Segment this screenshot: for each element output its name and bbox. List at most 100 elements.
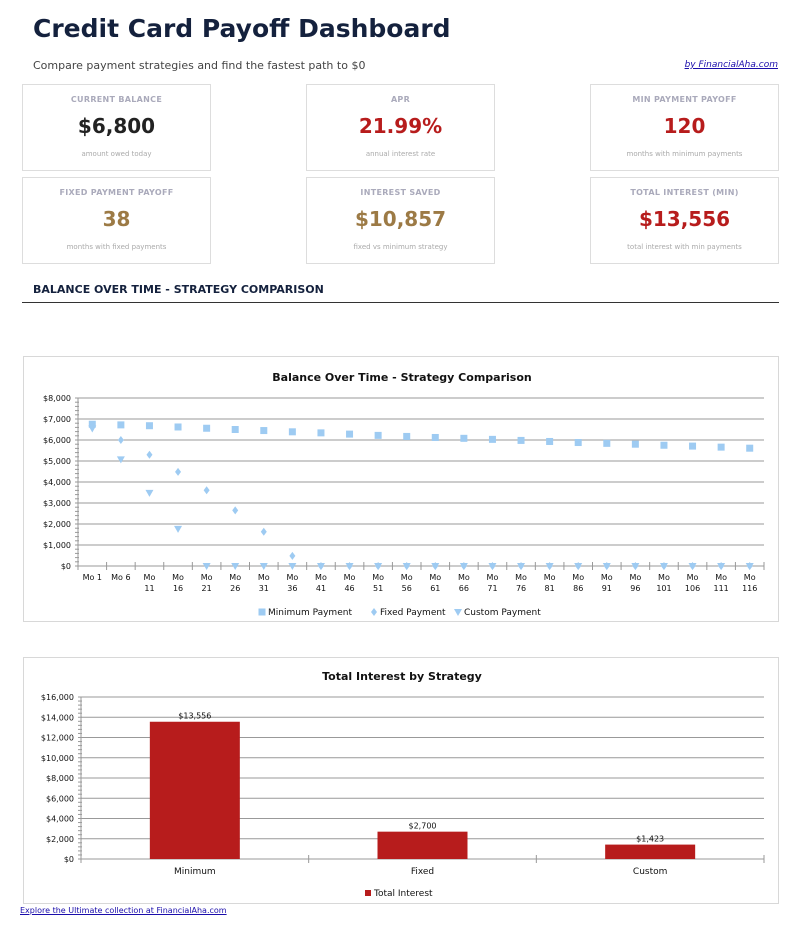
kpi-value: 21.99% bbox=[358, 114, 443, 138]
y-tick-label: $12,000 bbox=[41, 734, 74, 743]
x-tick-label: Mo 61 bbox=[429, 573, 441, 593]
data-point-diamond bbox=[117, 436, 124, 444]
y-tick-label: $4,000 bbox=[46, 815, 74, 824]
kpi-value: 120 bbox=[663, 114, 706, 138]
data-point-triangle-down bbox=[202, 563, 211, 570]
kpi-label: FIXED PAYMENT PAYOFF bbox=[59, 188, 174, 197]
data-point-triangle-down bbox=[345, 563, 354, 570]
data-point-triangle-down bbox=[717, 563, 726, 570]
data-point-triangle-down bbox=[459, 563, 468, 570]
balance-chart: Balance Over Time - Strategy Comparison $… bbox=[23, 356, 779, 622]
y-tick-label: $8,000 bbox=[43, 394, 71, 403]
bar-value-label: $1,423 bbox=[636, 835, 664, 844]
data-point-square bbox=[746, 444, 754, 452]
bar-value-label: $13,556 bbox=[178, 712, 211, 721]
y-tick-label: $8,000 bbox=[46, 774, 74, 783]
x-tick-label: Mo 1 bbox=[83, 573, 102, 582]
data-point-square bbox=[203, 424, 211, 432]
data-point-triangle-down bbox=[374, 563, 383, 570]
y-tick-label: $1,000 bbox=[43, 541, 71, 550]
data-point-diamond bbox=[289, 551, 296, 560]
data-point-triangle-down bbox=[145, 489, 154, 497]
legend-marker bbox=[258, 608, 266, 616]
x-tick-label: Mo 81 bbox=[544, 573, 556, 593]
data-point-triangle-down bbox=[745, 563, 754, 570]
data-point-triangle-down bbox=[431, 563, 440, 570]
legend-marker bbox=[371, 608, 377, 616]
x-tick-label: Mo 46 bbox=[344, 573, 356, 593]
data-point-square bbox=[288, 428, 296, 436]
x-tick-label: Mo 16 bbox=[172, 573, 184, 593]
legend-marker bbox=[365, 890, 371, 896]
x-tick-label: Mo 86 bbox=[572, 573, 584, 593]
x-tick-label: Custom bbox=[633, 867, 667, 877]
data-point-square bbox=[689, 442, 697, 450]
kpi-note: months with fixed payments bbox=[66, 243, 167, 251]
data-point-triangle-down bbox=[259, 563, 268, 570]
kpi-note: total interest with min payments bbox=[627, 243, 742, 251]
data-point-triangle-down bbox=[574, 563, 583, 570]
data-point-square bbox=[603, 439, 611, 447]
x-tick-label: Mo 76 bbox=[515, 573, 527, 593]
x-tick-label: Mo 26 bbox=[229, 573, 241, 593]
data-point-diamond bbox=[175, 467, 182, 476]
x-tick-label: Mo 36 bbox=[286, 573, 298, 593]
x-tick-label: Mo 111 bbox=[713, 573, 728, 593]
y-tick-label: $2,000 bbox=[43, 520, 71, 529]
kpi-value: $10,857 bbox=[354, 207, 447, 231]
legend-label: Minimum Payment bbox=[268, 608, 352, 618]
data-point-triangle-down bbox=[517, 563, 526, 570]
data-point-triangle-down bbox=[545, 563, 554, 570]
kpi-label: APR bbox=[390, 95, 411, 104]
data-point-triangle-down bbox=[488, 563, 497, 570]
kpi-value: $13,556 bbox=[638, 207, 731, 231]
kpi-card: MIN PAYMENT PAYOFF 120 months with minim… bbox=[590, 84, 779, 171]
y-tick-label: $6,000 bbox=[43, 436, 71, 445]
kpi-note: annual interest rate bbox=[365, 150, 436, 158]
data-point-square bbox=[660, 441, 668, 449]
data-point-square bbox=[517, 436, 525, 444]
x-tick-label: Mo 106 bbox=[685, 573, 700, 593]
kpi-card: CURRENT BALANCE $6,800 amount owed today bbox=[22, 84, 211, 171]
y-tick-label: $6,000 bbox=[46, 794, 74, 803]
x-tick-label: Mo 96 bbox=[629, 573, 641, 593]
data-point-square bbox=[260, 427, 268, 435]
data-point-square bbox=[431, 433, 439, 441]
brand-link[interactable]: by FinancialAha.com bbox=[684, 60, 778, 70]
data-point-triangle-down bbox=[316, 563, 325, 570]
x-tick-label: Mo 71 bbox=[487, 573, 499, 593]
data-point-diamond bbox=[146, 450, 153, 459]
data-point-square bbox=[460, 434, 468, 442]
x-tick-label: Minimum bbox=[174, 867, 216, 877]
y-tick-label: $10,000 bbox=[41, 754, 74, 763]
kpi-label: CURRENT BALANCE bbox=[70, 95, 163, 104]
data-point-square bbox=[145, 422, 153, 430]
x-tick-label: Mo 116 bbox=[742, 573, 757, 593]
kpi-card: INTEREST SAVED $10,857 fixed vs minimum … bbox=[306, 177, 495, 264]
data-point-triangle-down bbox=[174, 525, 183, 533]
footer-link[interactable]: Explore the Ultimate collection at Finan… bbox=[20, 906, 227, 915]
y-tick-label: $2,000 bbox=[46, 835, 74, 844]
kpi-card: FIXED PAYMENT PAYOFF 38 months with fixe… bbox=[22, 177, 211, 264]
x-tick-label: Mo 51 bbox=[372, 573, 384, 593]
bar bbox=[149, 721, 240, 859]
data-point-diamond bbox=[260, 527, 267, 536]
kpi-note: fixed vs minimum strategy bbox=[353, 243, 448, 251]
legend-label: Fixed Payment bbox=[380, 608, 446, 618]
divider bbox=[22, 302, 779, 303]
y-tick-label: $16,000 bbox=[41, 693, 74, 702]
x-tick-label: Mo 6 bbox=[111, 573, 130, 582]
y-tick-label: $7,000 bbox=[43, 415, 71, 424]
kpi-label: INTEREST SAVED bbox=[360, 188, 441, 197]
data-point-square bbox=[574, 439, 582, 447]
legend-label: Custom Payment bbox=[464, 608, 541, 618]
y-tick-label: $3,000 bbox=[43, 499, 71, 508]
data-point-square bbox=[546, 437, 554, 445]
kpi-label: TOTAL INTEREST (MIN) bbox=[630, 188, 739, 197]
x-tick-label: Mo 66 bbox=[458, 573, 470, 593]
y-tick-label: $0 bbox=[64, 855, 74, 864]
data-point-square bbox=[174, 423, 182, 431]
data-point-square bbox=[717, 443, 725, 451]
data-point-square bbox=[488, 435, 496, 443]
bar bbox=[377, 831, 468, 859]
